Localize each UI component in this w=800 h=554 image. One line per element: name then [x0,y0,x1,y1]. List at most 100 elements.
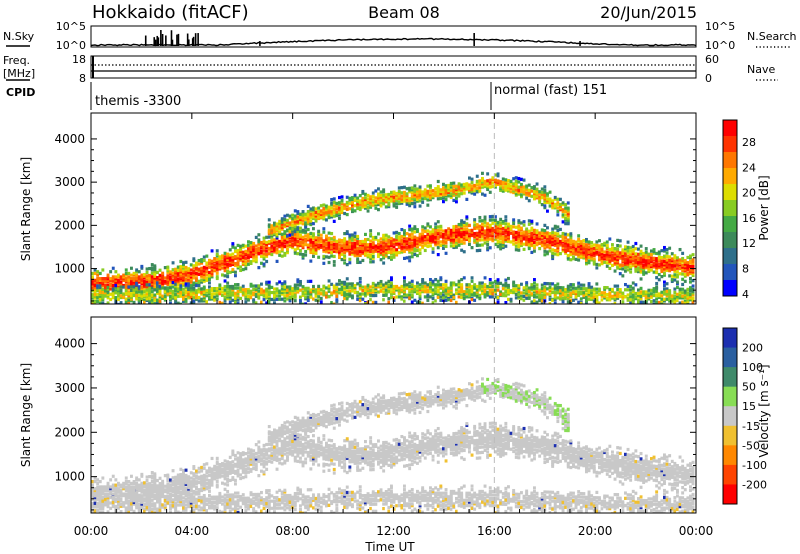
power-cell [200,268,204,272]
power-cell [426,295,430,299]
power-cell [681,287,685,291]
power-cell [468,190,471,194]
power-cell [535,229,539,233]
power-cell [439,298,443,302]
velocity-cell [106,488,110,493]
power-cell [340,209,344,213]
power-cell [525,230,529,235]
power-cell [590,293,593,297]
power-cell [429,189,432,193]
power-cell [345,231,349,236]
power-cell [431,189,435,193]
power-cell [340,289,344,293]
power-cell [421,237,425,241]
power-cell [442,196,445,200]
power-cell [301,222,305,226]
power-cell [548,199,552,203]
power-cell [117,302,120,304]
power-cell [569,293,573,297]
power-cell [296,283,300,287]
power-cell [410,196,414,200]
power-cell [540,187,544,191]
power-cell [280,232,284,236]
power-cell [416,290,419,294]
power-cell [226,266,230,270]
power-cell [691,268,695,272]
power-cell [496,222,500,226]
power-cell [384,290,388,294]
power-cell [494,218,497,222]
power-cell [512,280,516,284]
power-cell [410,279,414,283]
power-cell [117,285,120,289]
power-cell [340,282,344,286]
power-cell [676,296,679,300]
power-cell [338,287,341,291]
power-cell [556,287,560,291]
power-cell [322,227,326,231]
power-cell [299,236,302,241]
power-cell [657,295,661,300]
power-cell [660,261,664,265]
power-cell [488,180,492,184]
power-cell [169,284,172,288]
power-cell [535,194,539,198]
power-cell [520,240,523,244]
power-cell [299,288,302,292]
power-cell [257,233,261,237]
power-cell [374,199,378,203]
power-cell [137,280,141,284]
power-cell [644,290,648,294]
power-cell [241,284,245,288]
power-cell [231,284,235,289]
power-cell [626,268,630,272]
power-cell [465,215,469,219]
power-cell [314,212,318,216]
power-cell [296,246,300,251]
velocity-cell [109,506,113,510]
power-cell [143,276,146,280]
power-cell [345,289,349,293]
power-cell [605,286,609,290]
power-cell [559,197,562,201]
power-cell [145,283,149,287]
power-cell [306,298,310,303]
power-cell [624,253,627,258]
power-cell [241,245,245,249]
power-cell [418,195,422,200]
power-cell [491,214,495,219]
power-cell [626,261,630,265]
power-cell [145,293,149,297]
power-cell [226,257,230,261]
power-cell [343,240,347,244]
power-cell [431,233,435,237]
power-cell [309,295,312,299]
power-cell [507,187,510,191]
power-cell [533,293,536,297]
count-tick-bottom-right: 10^0 [705,39,735,52]
power-cell [184,297,188,302]
power-cell [429,225,432,229]
power-cell [634,255,638,259]
power-cell [561,287,565,292]
power-cell [410,227,414,231]
power-cell [200,266,204,270]
power-cell [111,296,115,300]
power-cell [553,202,557,207]
power-cell [314,236,318,240]
power-cell [436,293,440,297]
power-cell [660,249,664,253]
power-cell [452,240,456,244]
power-cell [644,293,648,298]
power-cell [299,212,302,216]
power-cell [288,241,292,245]
velocity-cell [111,496,115,500]
power-cell [356,259,360,263]
power-cell [423,281,427,285]
power-cell [374,290,378,294]
power-cell [309,288,313,292]
power-cell [197,295,201,300]
power-cell [416,248,419,253]
power-cell [514,284,518,288]
power-cell [280,242,284,246]
